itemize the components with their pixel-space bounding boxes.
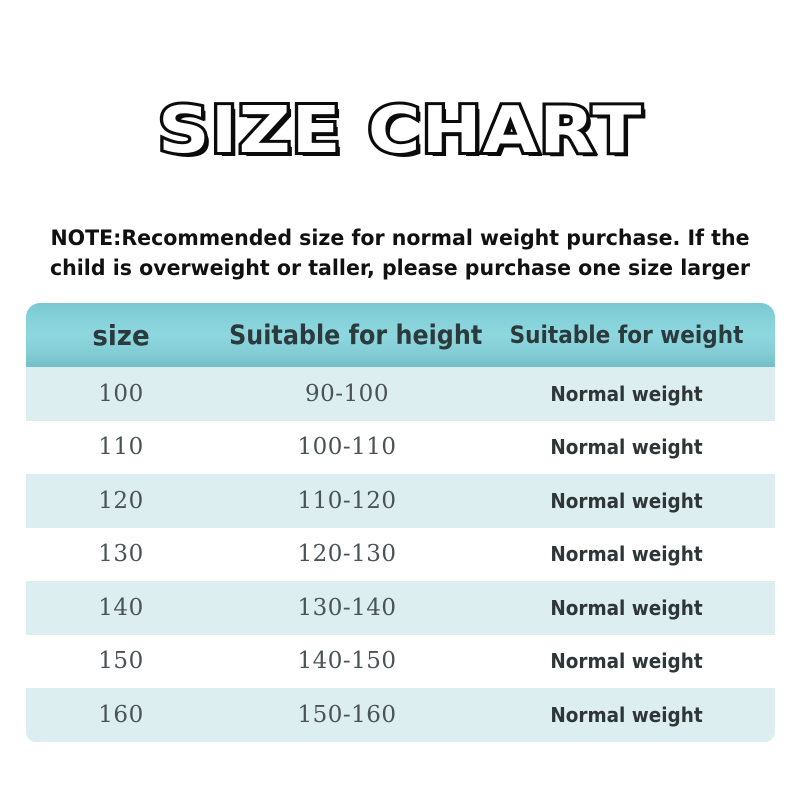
- cell-size: 160: [98, 701, 144, 728]
- cell-size: 110: [98, 434, 144, 461]
- cell-height: 100-110: [297, 434, 397, 461]
- cell-weight: Normal weight: [550, 381, 703, 406]
- cell-weight: Normal weight: [550, 542, 703, 567]
- cell-height: 110-120: [297, 487, 397, 514]
- table-row: 100 90-100 Normal weight: [26, 367, 775, 421]
- cell-height: 140-150: [297, 648, 397, 675]
- cell-weight: Normal weight: [550, 488, 703, 513]
- column-header-size: size: [92, 318, 150, 352]
- cell-weight: Normal weight: [550, 435, 703, 460]
- column-header-weight: Suitable for weight: [509, 321, 744, 349]
- table-row: 110 100-110 Normal weight: [26, 420, 775, 474]
- cell-weight: Normal weight: [550, 649, 703, 674]
- cell-size: 130: [98, 541, 144, 568]
- table-row: 130 120-130 Normal weight: [26, 527, 775, 581]
- table-row: 140 130-140 Normal weight: [26, 581, 775, 635]
- cell-size: 100: [98, 380, 144, 407]
- page-title-container: SIZE CHART: [0, 93, 800, 169]
- cell-weight: Normal weight: [550, 702, 703, 727]
- page-title: SIZE CHART: [154, 93, 644, 169]
- table-row: 150 140-150 Normal weight: [26, 634, 775, 688]
- cell-size: 150: [98, 648, 144, 675]
- cell-height: 120-130: [297, 541, 397, 568]
- cell-height: 130-140: [297, 594, 397, 621]
- cell-size: 120: [98, 487, 144, 514]
- table-row: 120 110-120 Normal weight: [26, 474, 775, 528]
- table-header-row: size Suitable for height Suitable for we…: [26, 303, 775, 367]
- note-text: NOTE:Recommended size for normal weight …: [49, 226, 751, 281]
- cell-height: 150-160: [297, 701, 397, 728]
- size-chart-table: size Suitable for height Suitable for we…: [26, 303, 775, 742]
- column-header-height: Suitable for height: [229, 319, 483, 351]
- cell-weight: Normal weight: [550, 595, 703, 620]
- cell-size: 140: [98, 594, 144, 621]
- cell-height: 90-100: [305, 380, 389, 407]
- table-row: 160 150-160 Normal weight: [26, 688, 775, 742]
